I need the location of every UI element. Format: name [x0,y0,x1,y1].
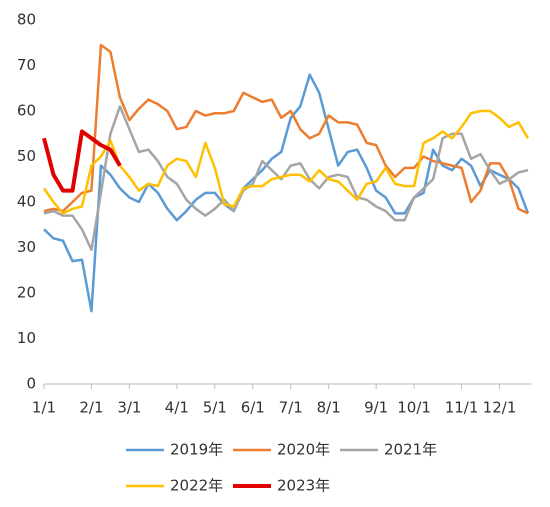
x-tick-label: 11/1 [445,399,479,417]
y-tick-label: 20 [17,284,36,302]
x-tick-label: 9/1 [364,399,388,417]
legend-label: 2023年 [277,477,330,495]
y-tick-label: 50 [17,147,36,165]
series-line [42,109,530,215]
series-line [43,43,529,215]
x-tick-label: 7/1 [279,399,303,417]
legend-label: 2021年 [384,441,437,459]
y-tick-label: 40 [17,193,36,211]
x-tick-label: 12/1 [483,399,517,417]
x-tick-label: 2/1 [79,399,103,417]
legend-label: 2019年 [170,441,223,459]
series-line [42,129,122,193]
legend-label: 2020年 [277,441,330,459]
x-tick-label: 10/1 [397,399,431,417]
y-tick-label: 60 [17,102,36,120]
y-tick-label: 10 [17,329,36,347]
x-tick-label: 1/1 [32,399,56,417]
series-line [43,105,529,252]
y-tick-label: 30 [17,238,36,256]
y-tick-label: 80 [17,11,36,29]
series-line [43,73,530,313]
x-tick-label: 3/1 [117,399,141,417]
legend-label: 2022年 [170,477,223,495]
x-tick-label: 6/1 [241,399,265,417]
y-tick-label: 0 [26,375,36,393]
x-tick-label: 8/1 [317,399,341,417]
x-tick-label: 5/1 [203,399,227,417]
x-tick-label: 4/1 [165,399,189,417]
y-tick-label: 70 [17,56,36,74]
